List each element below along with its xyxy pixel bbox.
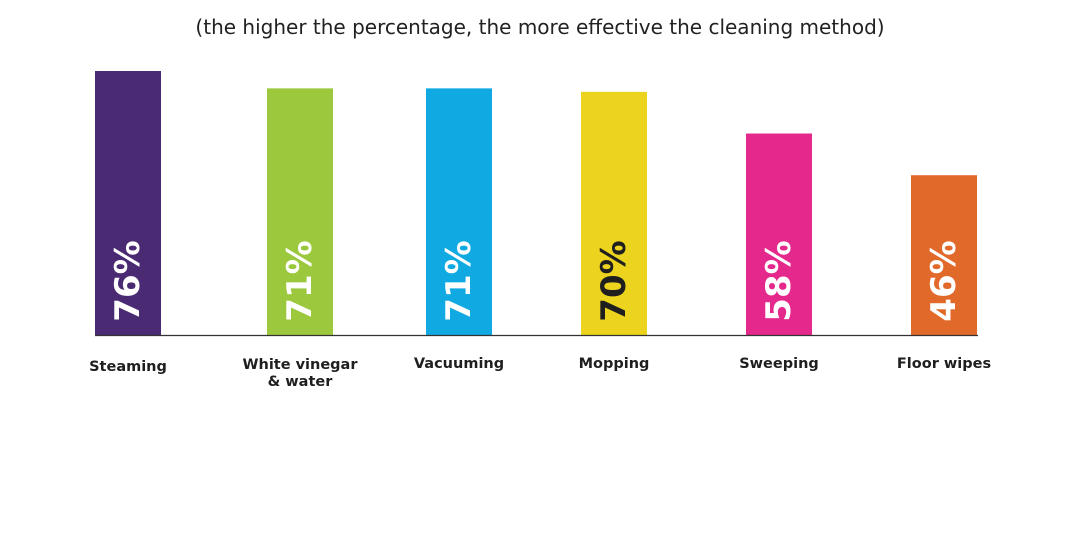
category-labels-group: Steaming White vinegar & water Vacuuming Mop…	[89, 356, 991, 390]
bar-4	[581, 91, 647, 335]
bar-value-label-2: 71%	[280, 240, 320, 321]
category-label-line: Sweeping	[739, 356, 819, 372]
bar-value-label-4: 70%	[594, 240, 634, 321]
category-label-line: Steaming	[89, 359, 167, 375]
category-label-line: Mopping	[579, 356, 650, 372]
category-label-1: Steaming	[89, 359, 167, 375]
bar-1	[95, 71, 161, 335]
bar-3	[426, 88, 492, 335]
bar-value-label-1: 76%	[108, 240, 148, 321]
value-labels-group: 76% 71% 71% 70% 58% 46%	[108, 240, 964, 321]
bar-value-label-6: 46%	[924, 240, 964, 321]
bars-group	[95, 71, 977, 335]
category-label-line: Floor wipes	[897, 356, 991, 372]
bar-value-label-3: 71%	[439, 240, 479, 321]
bar-value-label-5: 58%	[759, 240, 799, 321]
bar-2	[267, 88, 333, 335]
category-label-2: White vinegar & water	[243, 357, 359, 390]
category-label-5: Sweeping	[739, 356, 819, 372]
category-label-line: & water	[268, 374, 334, 390]
bar-6	[911, 175, 977, 335]
chart-subtitle: (the higher the percentage, the more eff…	[195, 15, 884, 39]
category-label-4: Mopping	[579, 356, 650, 372]
category-label-line: Vacuuming	[414, 356, 504, 372]
category-label-3: Vacuuming	[414, 356, 504, 372]
category-label-6: Floor wipes	[897, 356, 991, 372]
category-label-line: White vinegar	[243, 357, 359, 373]
bar-5	[746, 133, 812, 335]
